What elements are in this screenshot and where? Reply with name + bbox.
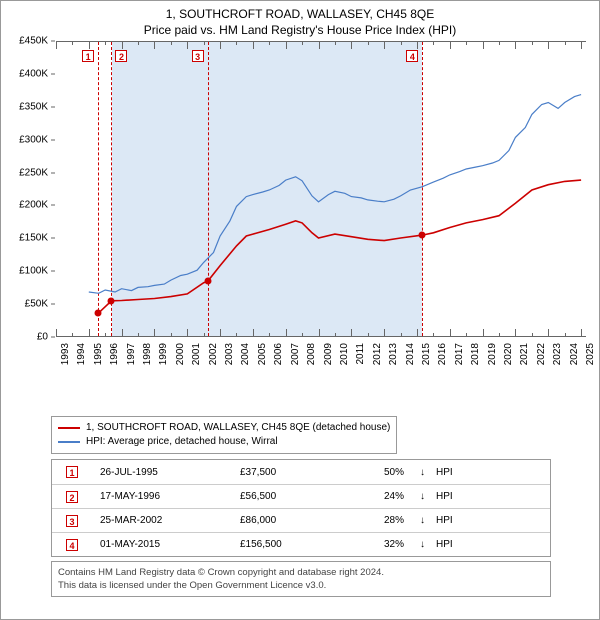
x-axis-label: 2024 (569, 343, 580, 365)
sale-date: 26-JUL-1995 (92, 467, 232, 478)
x-axis-label: 2021 (519, 343, 530, 365)
x-axis-label: 2020 (503, 343, 514, 365)
x-axis-label: 2009 (323, 343, 334, 365)
sale-marker: 4 (406, 50, 418, 62)
x-axis-label: 2025 (585, 343, 596, 365)
y-axis-label: £100K (3, 266, 48, 277)
y-axis-label: £150K (3, 233, 48, 244)
x-axis-label: 1998 (142, 343, 153, 365)
sale-date: 17-MAY-1996 (92, 491, 232, 502)
sale-pct: 24% (352, 491, 412, 502)
sale-hpi-label: HPI (428, 467, 468, 478)
sale-dot (108, 297, 115, 304)
down-arrow-icon: ↓ (412, 491, 428, 502)
line-hpi (89, 95, 581, 294)
chart-lines (56, 42, 586, 338)
x-axis-label: 2010 (339, 343, 350, 365)
down-arrow-icon: ↓ (412, 515, 428, 526)
x-axis-label: 2015 (421, 343, 432, 365)
down-arrow-icon: ↓ (412, 467, 428, 478)
x-axis-label: 2011 (355, 343, 366, 365)
x-axis-label: 1999 (158, 343, 169, 365)
sale-pct: 50% (352, 467, 412, 478)
sale-price: £86,000 (232, 515, 352, 526)
sale-pct: 32% (352, 539, 412, 550)
x-axis-label: 2023 (552, 343, 563, 365)
x-axis-label: 2018 (470, 343, 481, 365)
x-axis-label: 2002 (208, 343, 219, 365)
x-axis-label: 1994 (76, 343, 87, 365)
sale-hpi-label: HPI (428, 515, 468, 526)
sale-number: 2 (66, 491, 78, 503)
legend-swatch-hpi (58, 441, 80, 443)
sale-marker: 2 (115, 50, 127, 62)
sale-number: 4 (66, 539, 78, 551)
x-axis-label: 1997 (126, 343, 137, 365)
x-axis-label: 2004 (240, 343, 251, 365)
x-axis-label: 2001 (191, 343, 202, 365)
sale-price: £37,500 (232, 467, 352, 478)
y-axis-label: £400K (3, 68, 48, 79)
table-row: 4 01-MAY-2015£156,50032%↓HPI (52, 532, 550, 556)
x-axis-label: 2022 (536, 343, 547, 365)
page-title: 1, SOUTHCROFT ROAD, WALLASEY, CH45 8QE (1, 1, 599, 21)
x-axis-label: 1993 (60, 343, 71, 365)
page-subtitle: Price paid vs. HM Land Registry's House … (1, 21, 599, 41)
x-axis-label: 2008 (306, 343, 317, 365)
y-axis-label: £200K (3, 200, 48, 211)
x-axis-label: 2019 (487, 343, 498, 365)
legend-swatch-property (58, 427, 80, 429)
sale-dot (204, 278, 211, 285)
x-axis-label: 2005 (257, 343, 268, 365)
plot-area: 1 2 3 4 (56, 41, 586, 337)
sale-price: £56,500 (232, 491, 352, 502)
x-axis-label: 2006 (273, 343, 284, 365)
y-axis-label: £350K (3, 101, 48, 112)
sale-marker: 3 (192, 50, 204, 62)
sale-hpi-label: HPI (428, 491, 468, 502)
sale-number: 1 (66, 466, 78, 478)
sale-price: £156,500 (232, 539, 352, 550)
down-arrow-icon: ↓ (412, 539, 428, 550)
footer-note: Contains HM Land Registry data © Crown c… (51, 561, 551, 597)
x-axis-label: 2003 (224, 343, 235, 365)
y-axis-label: £0 (3, 332, 48, 343)
sale-marker: 1 (82, 50, 94, 62)
x-axis-label: 1996 (109, 343, 120, 365)
chart-container: 1, SOUTHCROFT ROAD, WALLASEY, CH45 8QE P… (0, 0, 600, 620)
sale-hpi-label: HPI (428, 539, 468, 550)
x-axis-label: 2007 (290, 343, 301, 365)
x-axis-label: 2012 (372, 343, 383, 365)
sales-table: 126-JUL-1995£37,50050%↓HPI217-MAY-1996£5… (51, 459, 551, 557)
y-axis-label: £250K (3, 167, 48, 178)
legend-item-hpi: HPI: Average price, detached house, Wirr… (58, 435, 390, 449)
line-property (98, 180, 581, 313)
y-axis-label: £300K (3, 134, 48, 145)
table-row: 3 25-MAR-2002£86,00028%↓HPI (52, 508, 550, 532)
sale-pct: 28% (352, 515, 412, 526)
legend-label-hpi: HPI: Average price, detached house, Wirr… (86, 435, 278, 449)
table-row: 1 26-JUL-1995£37,50050%↓HPI (52, 460, 550, 484)
footer-line2: This data is licensed under the Open Gov… (58, 579, 544, 592)
sale-date: 25-MAR-2002 (92, 515, 232, 526)
sale-dot (419, 232, 426, 239)
y-axis-label: £450K (3, 36, 48, 47)
legend: 1, SOUTHCROFT ROAD, WALLASEY, CH45 8QE (… (51, 416, 397, 454)
footer-line1: Contains HM Land Registry data © Crown c… (58, 566, 544, 579)
table-row: 2 17-MAY-1996£56,50024%↓HPI (52, 484, 550, 508)
sale-date: 01-MAY-2015 (92, 539, 232, 550)
sale-dot (95, 310, 102, 317)
x-axis-label: 2014 (405, 343, 416, 365)
sale-number: 3 (66, 515, 78, 527)
legend-label-property: 1, SOUTHCROFT ROAD, WALLASEY, CH45 8QE (… (86, 421, 390, 435)
x-axis-label: 2017 (454, 343, 465, 365)
x-axis-label: 2016 (437, 343, 448, 365)
x-axis-label: 2000 (175, 343, 186, 365)
chart-area: 1 2 3 4 £0 £50K £100K £150K £200K £250K £300K £350… (1, 41, 600, 411)
x-axis-label: 1995 (93, 343, 104, 365)
y-axis-label: £50K (3, 299, 48, 310)
legend-item-property: 1, SOUTHCROFT ROAD, WALLASEY, CH45 8QE (… (58, 421, 390, 435)
x-axis-label: 2013 (388, 343, 399, 365)
